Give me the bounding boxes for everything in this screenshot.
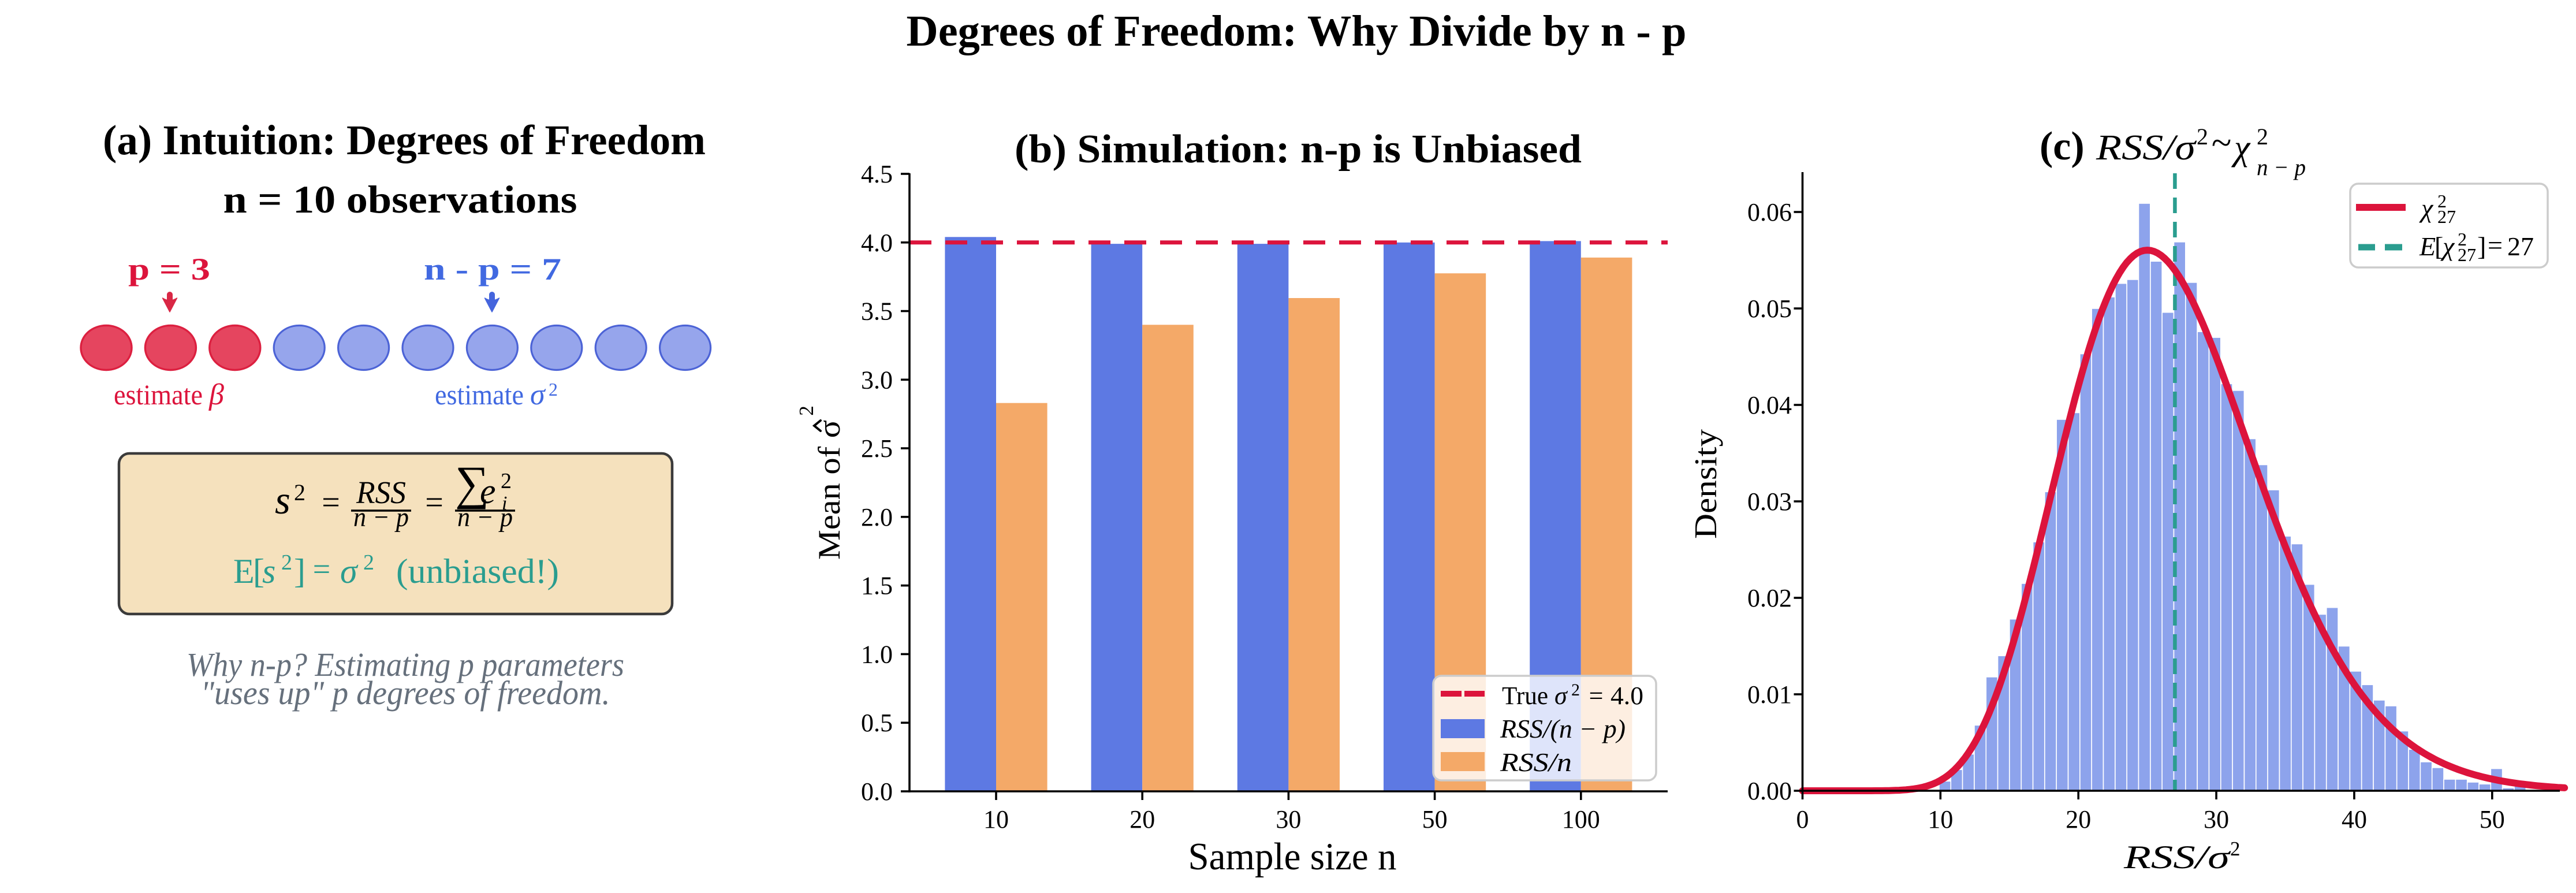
svg-text:n − p: n − p bbox=[457, 502, 513, 533]
svg-text:27: 27 bbox=[2437, 206, 2456, 227]
svg-text:3.5: 3.5 bbox=[861, 297, 893, 326]
svg-text:10: 10 bbox=[983, 805, 1009, 834]
svg-text:40: 40 bbox=[2342, 805, 2367, 834]
svg-text:0.04: 0.04 bbox=[1747, 391, 1792, 419]
svg-text:=: = bbox=[2488, 230, 2503, 260]
svg-text:2: 2 bbox=[1571, 680, 1580, 699]
svg-text:i: i bbox=[502, 493, 507, 514]
svg-text:~: ~ bbox=[2212, 122, 2232, 163]
svg-text:0.03: 0.03 bbox=[1747, 488, 1792, 516]
svg-text:[: [ bbox=[2435, 232, 2443, 261]
svg-text:4.0: 4.0 bbox=[1611, 682, 1643, 710]
svg-text:0: 0 bbox=[1796, 805, 1809, 834]
svg-text:2: 2 bbox=[501, 469, 512, 493]
svg-text:2: 2 bbox=[363, 550, 374, 575]
svg-text:p = 3: p = 3 bbox=[128, 252, 210, 286]
svg-text:2: 2 bbox=[2230, 838, 2241, 860]
svg-text:2: 2 bbox=[2458, 229, 2467, 250]
svg-text:Sample size n: Sample size n bbox=[1188, 835, 1397, 878]
svg-text:RSS/σ: RSS/σ bbox=[2096, 128, 2197, 168]
svg-text:n - p = 7: n - p = 7 bbox=[424, 252, 561, 286]
svg-text:χ: χ bbox=[2419, 194, 2434, 223]
svg-text:2.0: 2.0 bbox=[861, 503, 893, 531]
svg-text:=: = bbox=[322, 485, 340, 520]
svg-text:27: 27 bbox=[2458, 244, 2476, 265]
svg-text:(c): (c) bbox=[2040, 124, 2085, 169]
svg-text:(a) Intuition: Degrees of Free: (a) Intuition: Degrees of Freedom bbox=[103, 117, 706, 163]
svg-text:χ: χ bbox=[2231, 128, 2251, 168]
svg-text:20: 20 bbox=[2066, 805, 2091, 834]
svg-text:10: 10 bbox=[1928, 805, 1953, 834]
svg-text:2: 2 bbox=[2197, 124, 2208, 150]
svg-text:=: = bbox=[313, 552, 330, 586]
svg-text:n − p: n − p bbox=[2257, 154, 2306, 180]
svg-text:estimate: estimate bbox=[435, 378, 524, 411]
svg-text:0.06: 0.06 bbox=[1747, 198, 1792, 226]
svg-text:E: E bbox=[2419, 232, 2436, 261]
svg-text:2: 2 bbox=[549, 379, 558, 400]
svg-text:100: 100 bbox=[1562, 805, 1600, 834]
svg-text:30: 30 bbox=[1276, 805, 1301, 834]
svg-text:RSS/σ: RSS/σ bbox=[2123, 839, 2231, 876]
svg-text:4.0: 4.0 bbox=[861, 229, 893, 257]
svg-text:0.5: 0.5 bbox=[861, 709, 893, 737]
svg-text:χ: χ bbox=[2440, 232, 2455, 261]
svg-text:(unbiased!): (unbiased!) bbox=[396, 552, 559, 590]
svg-text:(b) Simulation: n-p is Unbiase: (b) Simulation: n-p is Unbiased bbox=[1015, 127, 1582, 172]
svg-text:0.01: 0.01 bbox=[1747, 680, 1792, 709]
svg-text:0.0: 0.0 bbox=[861, 777, 893, 806]
svg-text:0.05: 0.05 bbox=[1747, 295, 1792, 323]
svg-text:β: β bbox=[208, 378, 224, 411]
svg-text:σ: σ bbox=[1554, 682, 1568, 710]
svg-text:2: 2 bbox=[294, 479, 305, 505]
svg-text:=: = bbox=[425, 485, 443, 520]
svg-text:1.0: 1.0 bbox=[861, 640, 893, 668]
svg-text:]: ] bbox=[2477, 232, 2486, 261]
svg-text:σ: σ bbox=[530, 378, 546, 411]
svg-text:s: s bbox=[275, 478, 290, 522]
svg-text:s: s bbox=[262, 552, 275, 590]
svg-text:0.00: 0.00 bbox=[1747, 777, 1792, 805]
svg-text:27: 27 bbox=[2507, 232, 2534, 261]
svg-text:Mean of σ: Mean of σ bbox=[812, 420, 847, 560]
svg-text:0.02: 0.02 bbox=[1747, 584, 1792, 612]
svg-text:n = 10 observations: n = 10 observations bbox=[223, 177, 577, 221]
svg-text:2: 2 bbox=[2257, 124, 2268, 150]
svg-text:3.0: 3.0 bbox=[861, 366, 893, 394]
svg-text:RSS: RSS bbox=[356, 475, 406, 510]
svg-text:RSS/(n − p): RSS/(n − p) bbox=[1500, 715, 1626, 743]
svg-text:[: [ bbox=[253, 552, 264, 590]
svg-text:30: 30 bbox=[2204, 805, 2229, 834]
svg-text:20: 20 bbox=[1129, 805, 1155, 834]
svg-text:4.5: 4.5 bbox=[861, 160, 893, 188]
svg-text:e: e bbox=[480, 472, 496, 511]
svg-text:1.5: 1.5 bbox=[861, 572, 893, 600]
svg-text:∑: ∑ bbox=[455, 456, 489, 509]
svg-text:Density: Density bbox=[1688, 429, 1723, 539]
svg-text:Degrees of Freedom: Why Divide: Degrees of Freedom: Why Divide by n - p bbox=[907, 7, 1687, 55]
svg-text:]: ] bbox=[294, 552, 305, 590]
svg-text:E: E bbox=[233, 552, 255, 590]
svg-text:=: = bbox=[1589, 682, 1604, 710]
svg-text:2.5: 2.5 bbox=[861, 434, 893, 463]
svg-text:2: 2 bbox=[795, 405, 818, 416]
svg-text:True: True bbox=[1502, 682, 1548, 710]
svg-text:σ: σ bbox=[340, 552, 359, 590]
svg-text:"uses up" p degrees of freedom: "uses up" p degrees of freedom. bbox=[201, 674, 610, 712]
svg-text:50: 50 bbox=[1422, 805, 1448, 834]
svg-text:estimate: estimate bbox=[114, 378, 203, 411]
svg-text:RSS/n: RSS/n bbox=[1500, 748, 1572, 777]
svg-text:2: 2 bbox=[281, 550, 292, 575]
svg-text:50: 50 bbox=[2480, 805, 2505, 834]
svg-text:n − p: n − p bbox=[353, 502, 409, 533]
svg-text:Why n-p? Estimating p paramete: Why n-p? Estimating p parameters bbox=[187, 646, 624, 683]
svg-text:2: 2 bbox=[2437, 191, 2447, 211]
